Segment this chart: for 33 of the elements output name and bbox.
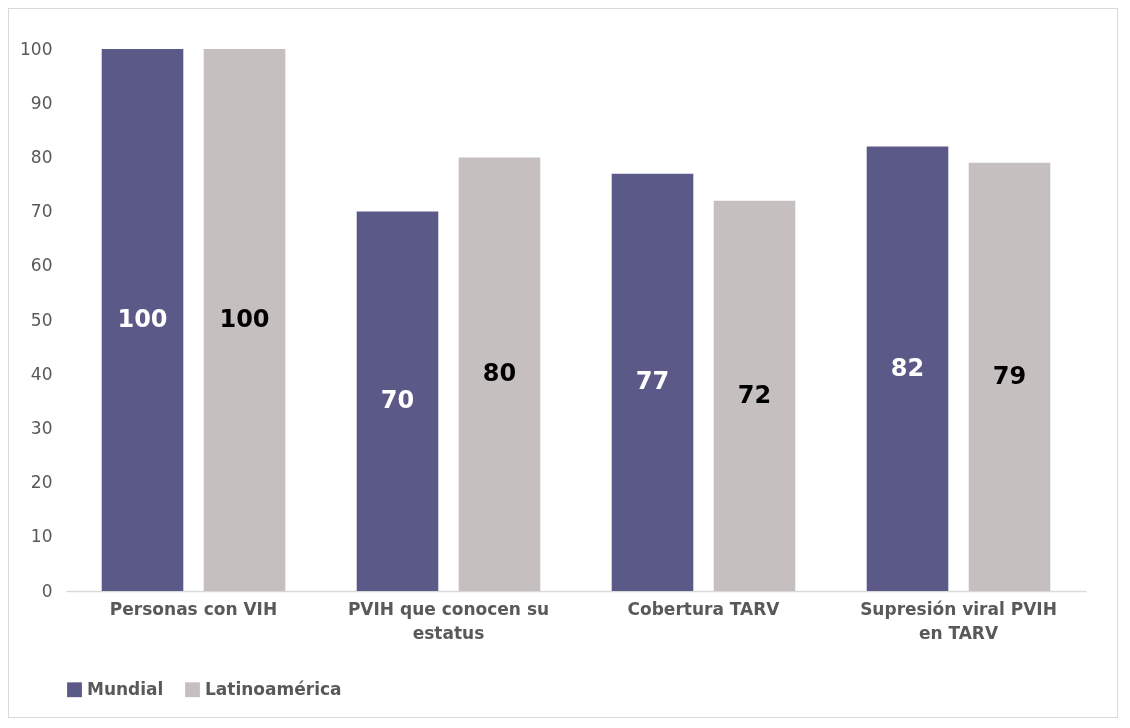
legend-label: Mundial	[87, 678, 164, 699]
x-tick-label: Supresión viral PVIH en TARV	[860, 598, 1057, 643]
data-label: 79	[992, 361, 1027, 390]
data-label: 100	[117, 305, 168, 333]
x-tick-label: Cobertura TARV	[627, 598, 781, 619]
y-tick-label: 30	[30, 417, 53, 438]
y-tick-label: 70	[30, 201, 53, 222]
y-tick-label: 40	[30, 363, 53, 384]
y-tick-label: 50	[30, 309, 53, 330]
y-tick-label: 80	[30, 146, 53, 167]
bar	[866, 146, 949, 591]
y-tick-label: 20	[30, 472, 53, 493]
y-tick-label: 0	[41, 580, 53, 601]
x-tick-label: Personas con VIH	[109, 598, 278, 619]
bar	[356, 211, 439, 591]
y-tick-label: 10	[30, 526, 53, 547]
legend-label: Latinoamérica	[205, 678, 342, 699]
data-label: 82	[890, 353, 925, 382]
x-tick-label: PVIH que conocen su estatus	[347, 598, 550, 643]
bar	[458, 157, 541, 591]
bar	[101, 49, 184, 591]
bar	[968, 162, 1051, 591]
bar	[203, 49, 286, 591]
data-label: 70	[380, 386, 415, 415]
data-label: 77	[635, 367, 670, 396]
data-label: 72	[737, 380, 772, 409]
data-label: 100	[219, 305, 270, 333]
bar	[611, 173, 694, 591]
bar	[713, 200, 796, 591]
y-tick-label: 60	[30, 255, 53, 276]
data-label: 80	[482, 359, 517, 388]
y-tick-label: 90	[30, 92, 53, 113]
y-tick-label: 100	[20, 38, 53, 59]
